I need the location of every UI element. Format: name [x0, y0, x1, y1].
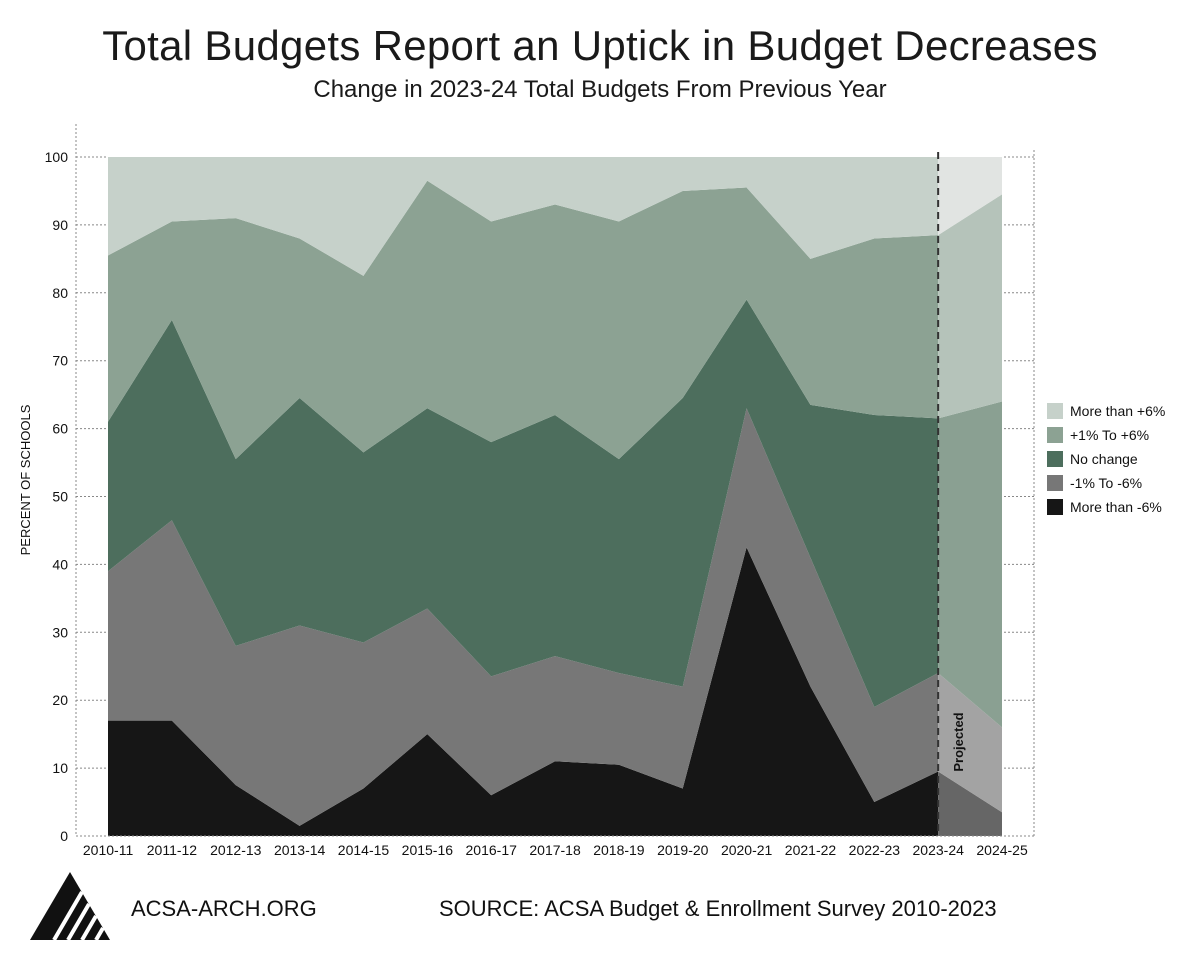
- y-tick-label: 100: [45, 149, 69, 165]
- x-tick-label: 2014-15: [338, 842, 390, 858]
- x-tick-label: 2012-13: [210, 842, 262, 858]
- x-tick-label: 2015-16: [402, 842, 454, 858]
- area-projected-no-change: [938, 401, 1002, 728]
- legend-swatch-no-change: [1047, 451, 1063, 467]
- x-tick-label: 2021-22: [785, 842, 837, 858]
- x-tick-label: 2013-14: [274, 842, 326, 858]
- y-tick-labels: 0 10 20 30 40 50 60 70 80 90 100: [45, 149, 1034, 844]
- y-tick-label: 0: [60, 828, 68, 844]
- chart-title: Total Budgets Report an Uptick in Budget…: [102, 22, 1098, 69]
- chart-axes: [75, 124, 1035, 837]
- acsa-logo-icon: [30, 872, 110, 942]
- legend-swatch-more-than-6: [1047, 499, 1063, 515]
- x-tick-label: 2019-20: [657, 842, 709, 858]
- source-note: SOURCE: ACSA Budget & Enrollment Survey …: [439, 896, 997, 921]
- area-projected-more-than-6: [938, 771, 1002, 836]
- x-tick-label: 2024-25: [976, 842, 1028, 858]
- y-tick-label: 90: [52, 217, 68, 233]
- area-no-change: [108, 299, 939, 707]
- y-tick-label: 70: [52, 353, 68, 369]
- legend-swatch-1-to-6: [1047, 427, 1063, 443]
- x-tick-label: 2017-18: [529, 842, 581, 858]
- website-link[interactable]: ACSA-ARCH.ORG: [131, 896, 317, 921]
- x-tick-label: 2020-21: [721, 842, 773, 858]
- area-projected-1-to-6: [938, 194, 1002, 419]
- legend-swatch-more-than-6: [1047, 403, 1063, 419]
- legend-label-more-than-6: More than +6%: [1070, 403, 1165, 419]
- area-chart: 2010-11 2011-12 2012-13 2013-14 2014-15 2015-…: [18, 124, 1165, 858]
- y-tick-label: 20: [52, 692, 68, 708]
- legend-label-1-to-6: +1% To +6%: [1070, 427, 1149, 443]
- projected-annotation: Projected: [951, 712, 966, 771]
- area-projected-1-to-6: [938, 673, 1002, 813]
- y-tick-label: 80: [52, 285, 68, 301]
- area-1-to-6: [108, 408, 939, 826]
- y-tick-label: 10: [52, 760, 68, 776]
- area-1-to-6: [108, 180, 939, 460]
- area-more-than-6: [108, 547, 939, 836]
- legend-label-1-to-6: -1% To -6%: [1070, 475, 1142, 491]
- x-tick-label: 2022-23: [849, 842, 901, 858]
- legend-label-more-than-6: More than -6%: [1070, 499, 1162, 515]
- x-tick-label: 2018-19: [593, 842, 645, 858]
- x-tick-label: 2016-17: [466, 842, 518, 858]
- area-more-than-6: [108, 157, 939, 276]
- y-tick-label: 30: [52, 624, 68, 640]
- y-tick-label: 60: [52, 421, 68, 437]
- chart-areas: [108, 157, 1002, 836]
- chart-subtitle: Change in 2023-24 Total Budgets From Pre…: [313, 76, 887, 103]
- legend-label-no-change: No change: [1070, 451, 1138, 467]
- y-axis-label: PERCENT OF SCHOOLS: [18, 404, 33, 555]
- legend-swatch-1-to-6: [1047, 475, 1063, 491]
- chart-legend: More than +6% +1% To +6% No change -1% To -…: [1047, 403, 1165, 515]
- x-tick-labels: 2010-11 2011-12 2012-13 2013-14 2014-15 2015-…: [83, 842, 1028, 858]
- x-tick-label: 2011-12: [147, 842, 198, 858]
- y-tick-label: 50: [52, 489, 68, 505]
- x-tick-label: 2010-11: [83, 842, 134, 858]
- x-tick-label: 2023-24: [913, 842, 965, 858]
- y-tick-label: 40: [52, 556, 68, 572]
- area-projected-more-than-6: [938, 157, 1002, 236]
